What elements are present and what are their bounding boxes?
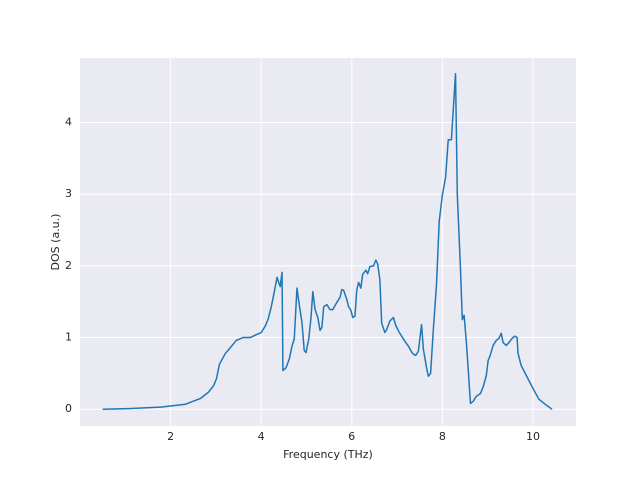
x-tick-label: 2 bbox=[167, 430, 174, 443]
y-tick-label: 1 bbox=[65, 331, 72, 344]
y-tick-label: 0 bbox=[65, 402, 72, 415]
x-axis-label: Frequency (THz) bbox=[283, 448, 373, 461]
y-tick-label: 2 bbox=[65, 259, 72, 272]
y-tick-label: 3 bbox=[65, 187, 72, 200]
plot-area bbox=[80, 58, 576, 426]
y-axis-label: DOS (a.u.) bbox=[49, 214, 62, 271]
x-tick-label: 6 bbox=[348, 430, 355, 443]
x-tick-label: 10 bbox=[526, 430, 540, 443]
x-tick-label: 8 bbox=[439, 430, 446, 443]
y-tick-label: 4 bbox=[65, 116, 72, 129]
data-line bbox=[102, 73, 553, 410]
x-tick-label: 4 bbox=[258, 430, 265, 443]
